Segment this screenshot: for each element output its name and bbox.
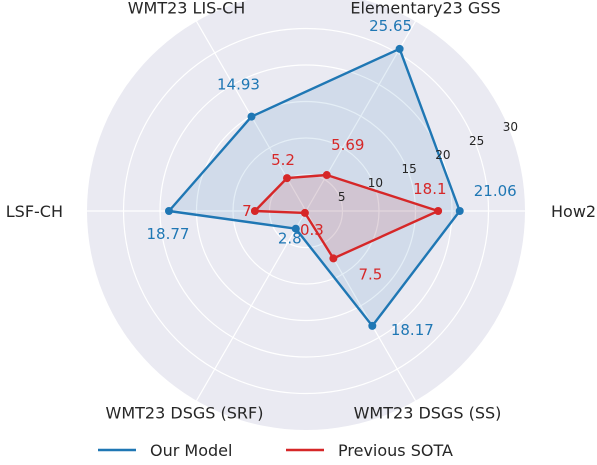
radial-tick-label: 25 [469, 134, 484, 148]
data-point [329, 254, 338, 263]
data-label: 21.06 [474, 182, 517, 200]
radial-tick-label: 20 [435, 148, 450, 162]
data-point [164, 207, 173, 215]
axis-label: WMT23 DSGS (SRF) [106, 404, 264, 423]
legend-entry-0: Our Model [98, 441, 232, 460]
data-label: 14.93 [217, 76, 260, 94]
axis-label: How2Sign ASL [551, 202, 597, 221]
radial-tick-label: 5 [338, 190, 346, 204]
data-point [455, 207, 464, 215]
axis-label: WMT23 DSGS (SS) [354, 404, 502, 423]
data-label: 2.8 [278, 230, 302, 248]
data-point [247, 112, 256, 121]
data-point [283, 174, 292, 183]
axis-label: WMT23 LSF-CH [0, 202, 63, 221]
data-label: 7 [242, 202, 252, 220]
radial-tick-label: 15 [402, 162, 417, 176]
legend-label: Previous SOTA [338, 441, 453, 460]
data-label: 7.5 [358, 265, 382, 283]
legend-entry-1: Previous SOTA [286, 441, 453, 460]
data-point [300, 208, 309, 217]
data-label: 5.2 [271, 151, 295, 169]
data-label: 18.17 [391, 321, 434, 339]
data-label: 18.77 [147, 225, 190, 243]
data-point [291, 224, 300, 233]
data-label: 25.65 [369, 17, 412, 35]
data-point [434, 207, 443, 215]
data-point [322, 171, 331, 180]
spoke-1 [305, 21, 417, 212]
legend-label: Our Model [150, 441, 232, 460]
series-fill-1 [254, 175, 439, 259]
radial-tick-label: 10 [368, 176, 383, 190]
data-label: 5.69 [331, 136, 364, 154]
radial-tick-label: 30 [503, 120, 518, 134]
series-fill-0 [169, 48, 460, 326]
data-point [368, 321, 377, 330]
axis-label: WMT23 LIS-CH [128, 0, 246, 17]
axis-label: Elementary23 GSS [350, 0, 500, 17]
data-point [250, 207, 259, 215]
data-label: 0.3 [300, 221, 324, 239]
data-point [395, 44, 404, 53]
data-label: 18.1 [413, 180, 446, 198]
spoke-4 [195, 210, 307, 401]
